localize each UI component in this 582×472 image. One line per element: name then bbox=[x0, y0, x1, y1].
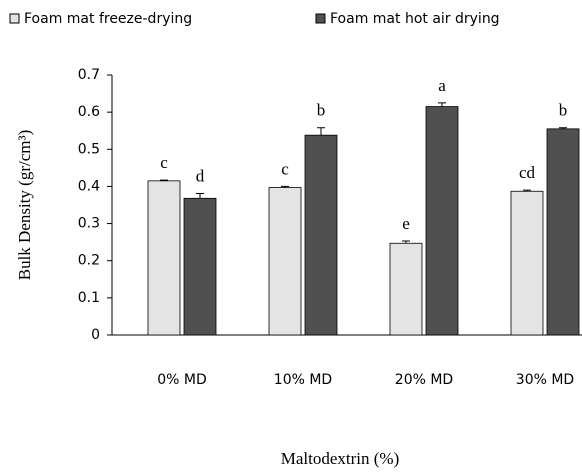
x-tick-label: 20% MD bbox=[395, 372, 453, 388]
error-bar bbox=[559, 127, 567, 129]
significance-letter: d bbox=[196, 166, 205, 185]
legend-label: Foam mat hot air drying bbox=[330, 11, 500, 27]
y-tick-label: 0.1 bbox=[78, 290, 100, 306]
significance-letter: b bbox=[559, 101, 568, 120]
error-bar bbox=[160, 179, 168, 181]
x-tick-label: 30% MD bbox=[516, 372, 574, 388]
error-bar bbox=[281, 185, 289, 188]
bar bbox=[183, 197, 217, 336]
legend-swatch bbox=[9, 13, 20, 24]
error-bar bbox=[438, 102, 446, 107]
significance-letter: c bbox=[160, 153, 168, 172]
bar bbox=[389, 242, 423, 336]
bar bbox=[425, 106, 459, 336]
significance-letter: b bbox=[317, 101, 326, 120]
y-tick-label: 0.3 bbox=[78, 216, 100, 232]
legend-label: Foam mat freeze-drying bbox=[24, 11, 192, 27]
bar bbox=[268, 187, 302, 336]
error-bar bbox=[523, 189, 531, 192]
y-tick-label: 0 bbox=[91, 327, 100, 343]
error-bar bbox=[196, 192, 204, 199]
bar bbox=[304, 134, 338, 336]
x-axis-label: Maltodextrin (%) bbox=[281, 449, 400, 468]
y-axis-label: Bulk Density (gr/cm³) bbox=[15, 130, 34, 281]
significance-letter: e bbox=[402, 214, 410, 233]
bar bbox=[147, 180, 181, 336]
y-tick-label: 0.2 bbox=[78, 253, 100, 269]
bar bbox=[510, 190, 544, 336]
significance-letter: a bbox=[438, 76, 446, 95]
y-tick-label: 0.5 bbox=[78, 141, 100, 157]
y-tick-label: 0.4 bbox=[78, 178, 100, 194]
error-bar bbox=[402, 240, 410, 244]
significance-letter: cd bbox=[519, 163, 536, 182]
bar bbox=[546, 128, 580, 336]
y-tick-label: 0.7 bbox=[78, 67, 100, 83]
legend-swatch bbox=[315, 13, 326, 24]
error-bar bbox=[317, 127, 325, 136]
x-tick-label: 10% MD bbox=[274, 372, 332, 388]
x-tick-label: 0% MD bbox=[157, 372, 207, 388]
y-tick-label: 0.6 bbox=[78, 104, 100, 120]
significance-letter: c bbox=[281, 159, 289, 178]
